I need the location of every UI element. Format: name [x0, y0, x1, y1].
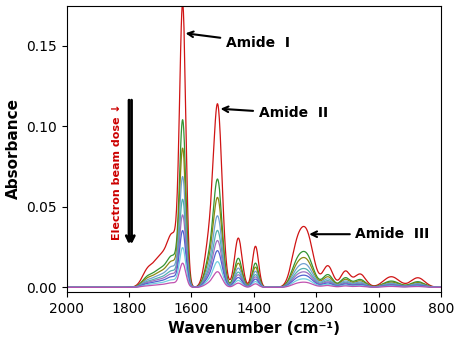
- Text: Amide  III: Amide III: [311, 227, 429, 241]
- Text: Amide  I: Amide I: [187, 31, 289, 50]
- X-axis label: Wavenumber (cm⁻¹): Wavenumber (cm⁻¹): [168, 321, 339, 337]
- Text: Amide  II: Amide II: [222, 106, 327, 120]
- Y-axis label: Absorbance: Absorbance: [6, 98, 21, 199]
- Text: Electron beam dose ↓: Electron beam dose ↓: [111, 103, 121, 240]
